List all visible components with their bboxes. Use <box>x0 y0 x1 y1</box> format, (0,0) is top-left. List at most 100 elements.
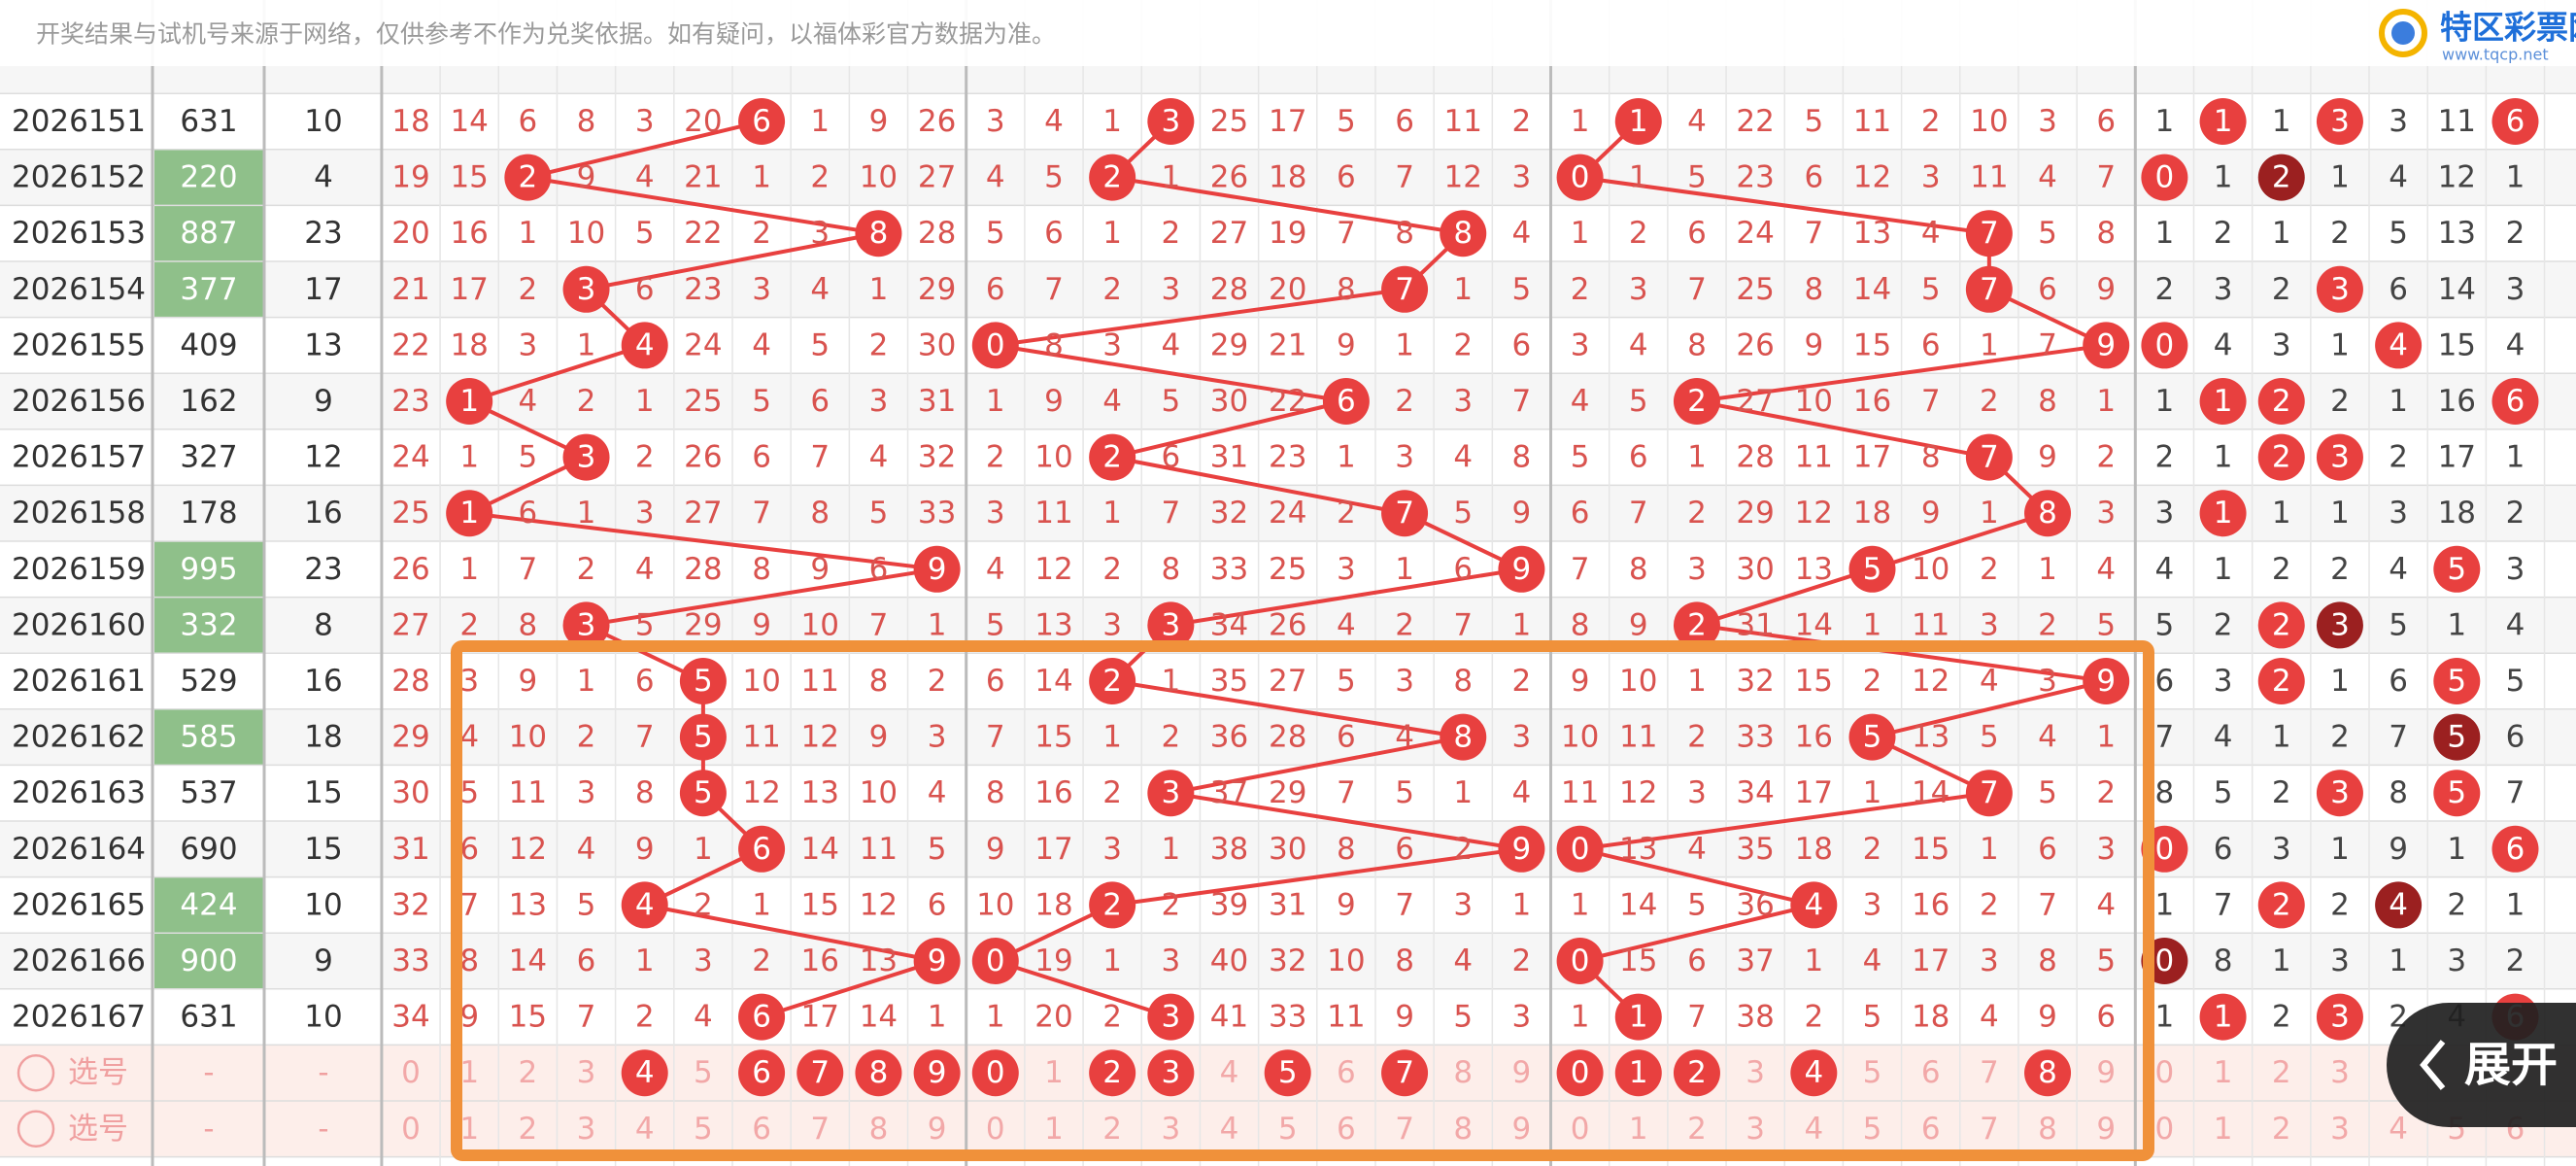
miss-count: 2 <box>577 552 596 587</box>
miss-count: 7 <box>1395 160 1414 195</box>
miss-count: 9 <box>869 720 889 755</box>
row-bg <box>0 205 2576 261</box>
miss-count: 1 <box>1102 720 1122 755</box>
miss-count: 29 <box>684 607 722 642</box>
miss-count: 9 <box>518 664 537 699</box>
select-digit: 2 <box>1102 1112 1122 1147</box>
select-digit: 6 <box>1337 1112 1356 1147</box>
miss-count: 11 <box>1561 775 1599 810</box>
miss-count: 6 <box>810 384 830 419</box>
miss-count: 23 <box>1269 440 1306 475</box>
miss-count: 7 <box>1921 384 1941 419</box>
miss-count: 29 <box>1210 327 1248 362</box>
miss-count: 5 <box>1453 1000 1473 1035</box>
stat: 7 <box>2506 775 2525 810</box>
select-digit: 5 <box>1278 1112 1298 1147</box>
miss-count: 5 <box>869 496 889 531</box>
miss-count: 17 <box>1795 775 1833 810</box>
chevron[interactable] <box>2420 1040 2446 1090</box>
ball <box>2141 322 2188 369</box>
miss-count: 11 <box>1327 1000 1365 1035</box>
ball <box>2433 770 2481 817</box>
miss-count: 7 <box>869 607 889 642</box>
ball-digit: 5 <box>694 664 713 699</box>
stat: 2 <box>2389 440 2408 475</box>
miss-count: 3 <box>810 216 830 251</box>
miss-count: 22 <box>1269 384 1306 419</box>
miss-count: 1 <box>1161 664 1180 699</box>
miss-count: 6 <box>1161 440 1180 475</box>
row-bg <box>0 429 2576 486</box>
select-number: - <box>203 1112 214 1147</box>
sum: 9 <box>314 943 333 978</box>
miss-count: 1 <box>1102 496 1122 531</box>
ball <box>2316 993 2363 1041</box>
ball <box>1147 98 1195 145</box>
period: 2026165 <box>12 887 146 922</box>
ball <box>971 1049 1019 1097</box>
miss-count: 1 <box>1980 832 1999 867</box>
number-highlight <box>154 933 263 989</box>
miss-count: 23 <box>684 272 722 307</box>
row-bg <box>0 261 2576 318</box>
miss-count: 2 <box>1161 887 1180 922</box>
miss-count: 16 <box>1853 384 1891 419</box>
ball <box>562 601 610 649</box>
miss-count: 1 <box>1512 607 1532 642</box>
miss-count: 30 <box>391 775 429 810</box>
miss-count: 1 <box>2096 720 2116 755</box>
miss-count: 5 <box>1337 664 1356 699</box>
stat: 4 <box>2155 552 2175 587</box>
miss-count: 10 <box>1795 384 1833 419</box>
miss-count: 2 <box>1687 496 1707 531</box>
ball <box>1965 265 2013 313</box>
select-digit: 3 <box>1746 1112 1765 1147</box>
ball-digit: 8 <box>869 216 889 251</box>
row-bg <box>0 541 2576 598</box>
ball-digit: 4 <box>2389 327 2408 362</box>
miss-count: 2 <box>752 943 771 978</box>
ball <box>1673 378 1720 425</box>
ball-digit: 3 <box>2330 1000 2350 1035</box>
stat: 3 <box>2389 104 2408 139</box>
expand-button[interactable]: 展开 <box>2387 1003 2576 1127</box>
number: 631 <box>180 104 237 139</box>
miss-count: 12 <box>742 775 780 810</box>
miss-count: 7 <box>1804 216 1823 251</box>
ball <box>1848 545 1896 593</box>
miss-count: 5 <box>2038 216 2057 251</box>
miss-count: 15 <box>1853 327 1891 362</box>
number: 995 <box>180 552 237 587</box>
miss-count: 9 <box>1921 496 1941 531</box>
miss-count: 18 <box>1269 160 1306 195</box>
miss-count: 13 <box>509 887 547 922</box>
button-bg[interactable] <box>2387 1003 2576 1127</box>
miss-count: 5 <box>1161 384 1180 419</box>
stat: 2 <box>2330 552 2350 587</box>
ball-digit: 5 <box>694 775 713 810</box>
miss-count: 2 <box>1921 104 1941 139</box>
miss-count: 3 <box>1980 943 1999 978</box>
stat: 2 <box>2506 216 2525 251</box>
select-digit: 8 <box>869 1112 889 1147</box>
ball-digit: 1 <box>459 384 479 419</box>
miss-count: 3 <box>869 384 889 419</box>
miss-count: 10 <box>1912 552 1949 587</box>
ball-digit: 8 <box>1453 720 1473 755</box>
miss-count: 12 <box>1912 664 1949 699</box>
select-digit: 3 <box>1746 1055 1765 1090</box>
miss-count: 3 <box>1102 832 1122 867</box>
miss-count: 5 <box>1571 440 1590 475</box>
miss-count: 4 <box>518 384 537 419</box>
miss-count: 3 <box>2096 832 2116 867</box>
miss-count: 3 <box>1102 327 1122 362</box>
ball <box>2375 322 2423 369</box>
miss-count: 4 <box>577 832 596 867</box>
miss-count: 1 <box>459 440 479 475</box>
miss-count: 20 <box>684 104 722 139</box>
stat: 6 <box>2389 664 2408 699</box>
miss-count: 2 <box>1337 496 1356 531</box>
miss-count: 11 <box>1912 607 1949 642</box>
select-digit: 0 <box>2155 1112 2175 1147</box>
button-label[interactable]: 展开 <box>2464 1038 2558 1092</box>
